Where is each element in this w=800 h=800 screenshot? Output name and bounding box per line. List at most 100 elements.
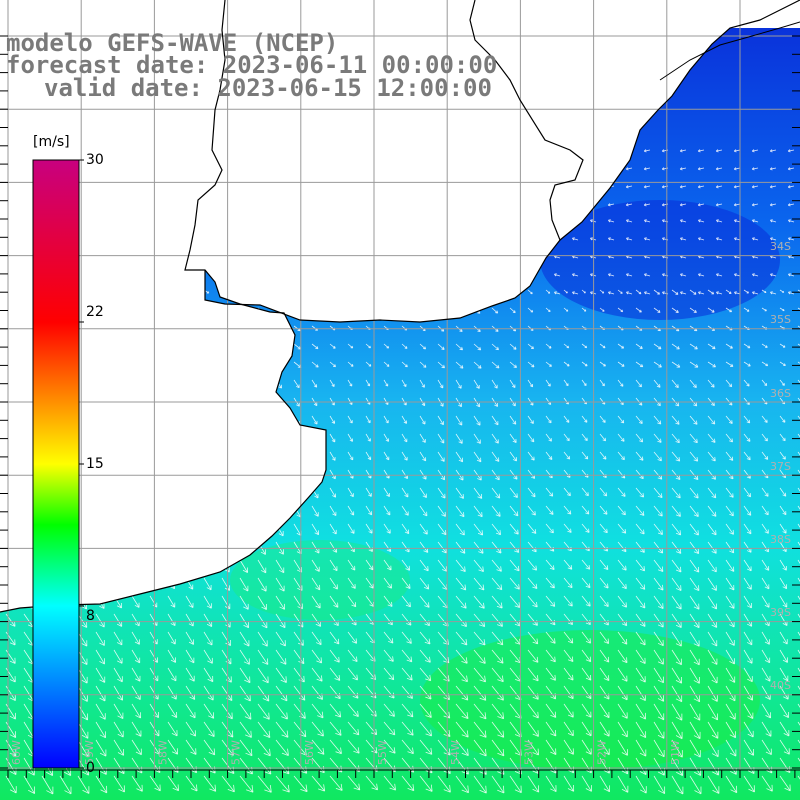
wind-arrow [581,523,590,533]
wind-arrow [769,185,777,189]
wind-arrow [653,757,665,776]
wind-arrow [779,451,786,460]
wind-arrow [23,451,32,462]
wind-arrow [365,379,371,387]
wind-arrow [383,505,391,516]
wind-arrow [725,685,736,702]
wind-arrow [311,379,318,388]
wind-arrow [113,343,121,349]
wind-arrow [697,219,705,223]
wind-arrow [743,739,755,756]
wind-arrow [473,487,483,499]
lat-label: 40S [770,679,791,692]
wind-arrow [761,289,767,294]
colorbar-tick-15: 15 [86,456,104,472]
wind-arrow [347,379,353,387]
wind-arrow [725,649,735,665]
wind-arrow [401,775,415,792]
wind-arrow [257,775,272,793]
wind-arrow [679,291,687,295]
wind-arrow [95,613,105,628]
wind-arrow [167,703,178,718]
wind-arrow [131,487,139,497]
wind-arrow [545,415,552,424]
wind-arrow [113,397,120,405]
wind-arrow [149,505,157,516]
lon-label: 57W [230,740,243,765]
wind-arrow [779,775,791,792]
wind-arrow [617,559,627,571]
wind-arrow [553,219,561,223]
wind-arrow [95,649,105,665]
wind-arrow [715,237,723,241]
wind-arrow [257,577,267,592]
wind-arrow [239,505,248,518]
wind-arrow [545,433,552,442]
wind-arrow [95,523,104,535]
wind-arrow [185,541,193,553]
wind-arrow [581,703,592,718]
wind-arrow [113,433,121,442]
wind-arrow [95,631,105,646]
wind-arrow [131,559,140,571]
wind-arrow [257,631,268,647]
wind-arrow [23,757,35,776]
lat-label: 39S [770,606,791,619]
wind-arrow [761,577,770,590]
wind-arrow [581,577,591,589]
wind-arrow [707,361,716,368]
wind-arrow [113,541,122,553]
wind-arrow [239,361,248,368]
wind-arrow [383,379,389,387]
wind-arrow [455,505,465,518]
wind-arrow [203,595,212,609]
wind-arrow [653,487,663,499]
wind-arrow [751,203,759,207]
wind-arrow [545,343,552,349]
wind-arrow [797,361,800,367]
wind-arrow [643,219,651,223]
wind-arrow [761,343,768,348]
wind-arrow [643,185,651,189]
wind-arrow [653,451,662,462]
wind-arrow [581,289,586,294]
wind-arrow [617,451,625,461]
wind-arrow [617,415,625,424]
lon-label: 52W [596,740,609,765]
lat-label: 35S [770,313,791,326]
wind-arrow [149,379,155,386]
wind-arrow [725,577,735,591]
wind-arrow [527,649,539,663]
wind-arrow [671,415,680,425]
wind-arrow [797,541,800,553]
wind-arrow [293,451,301,463]
wind-arrow [671,541,682,554]
wind-arrow [275,613,286,629]
wind-arrow [95,775,108,794]
wind-arrow [635,379,642,388]
lon-label: 59W [83,740,96,765]
wind-arrow [671,631,682,647]
wind-arrow [203,577,212,591]
wind-arrow [185,415,192,424]
wind-arrow [689,379,697,389]
wind-arrow [419,649,431,663]
wind-arrow [797,577,800,590]
wind-arrow [743,685,753,701]
coastline-brazil [559,0,800,241]
wind-arrow [769,203,777,207]
wind-arrow [419,433,426,443]
wind-arrow [347,415,353,424]
wind-arrow [725,289,732,294]
wind-arrow [707,577,717,591]
wind-arrow [679,149,687,153]
wind-arrow [311,505,319,517]
wind-arrow [473,451,482,463]
wind-arrow [725,631,735,646]
wind-arrow [95,415,103,424]
wind-arrow [365,289,370,294]
lon-label: 53W [522,740,535,765]
colorbar-tick-marks [79,159,84,769]
wind-arrow [419,361,427,368]
wind-arrow [257,415,265,426]
